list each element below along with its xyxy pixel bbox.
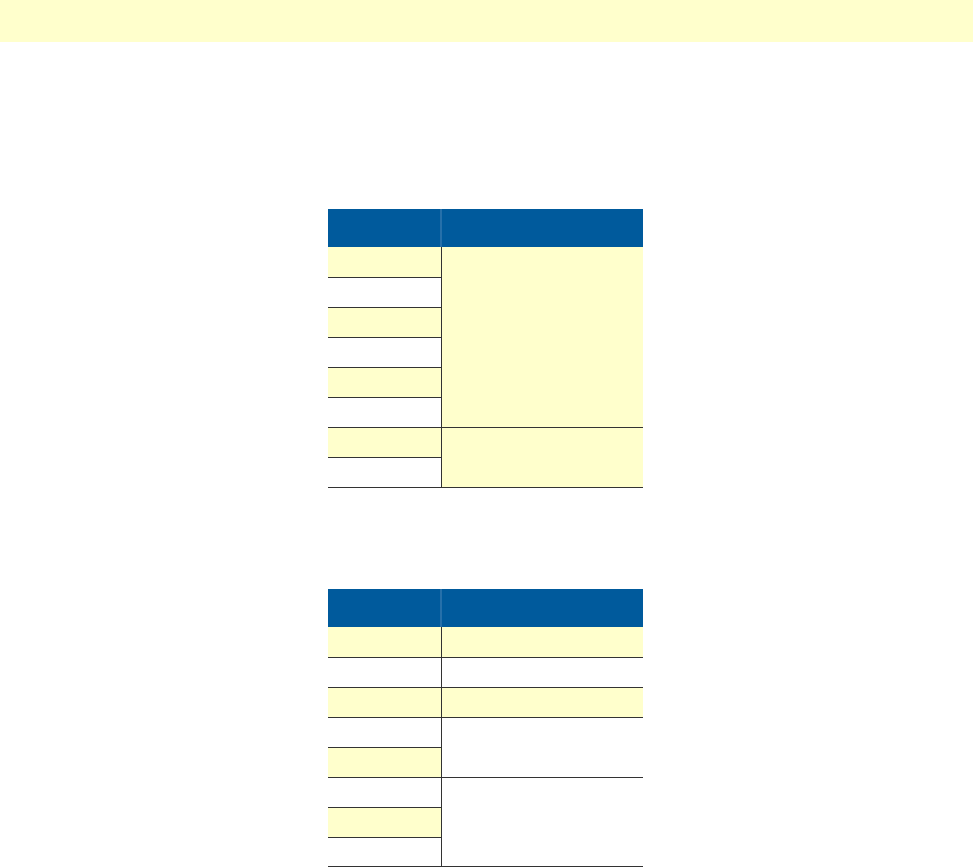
table-1	[328, 209, 643, 488]
merged-cell	[441, 427, 643, 487]
merged-cell	[441, 247, 643, 427]
row	[328, 627, 643, 657]
table-2	[328, 589, 643, 867]
cell	[328, 807, 441, 837]
row	[328, 687, 643, 717]
cell	[328, 747, 441, 777]
cell	[328, 247, 441, 277]
table-header	[328, 589, 643, 627]
cell	[328, 427, 441, 457]
table-header	[328, 209, 643, 247]
cell	[328, 307, 441, 337]
cell	[328, 367, 441, 397]
header-band	[0, 0, 973, 42]
